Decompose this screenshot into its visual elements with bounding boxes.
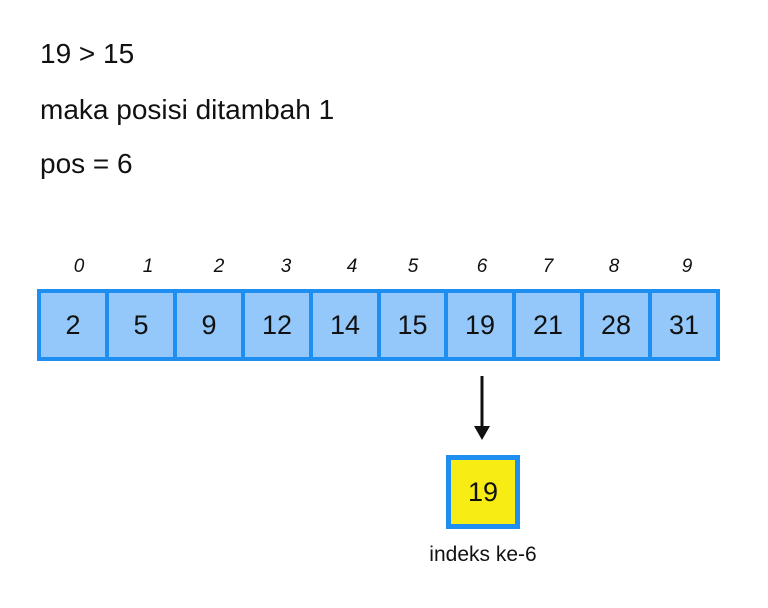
arrow-down-icon <box>474 376 490 440</box>
index-label: 5 <box>407 256 419 277</box>
index-label: 8 <box>608 256 620 277</box>
array-cell: 2 <box>41 293 105 357</box>
index-label: 9 <box>681 256 693 277</box>
index-label: 4 <box>346 256 358 277</box>
index-label: 0 <box>73 256 85 277</box>
array-cell: 12 <box>245 293 309 357</box>
array-cell: 9 <box>177 293 241 357</box>
index-label: 7 <box>542 256 554 277</box>
array-cell: 31 <box>652 293 716 357</box>
comparison-text: 19 > 15 <box>40 38 135 69</box>
index-label: 6 <box>476 256 488 277</box>
index-label: 1 <box>142 256 154 277</box>
array-cell: 15 <box>381 293 444 357</box>
array-cell: 19 <box>448 293 512 357</box>
index-labels: 0 1 2 3 4 5 6 7 8 9 <box>38 256 720 278</box>
index-label: 2 <box>213 256 225 277</box>
array-container: 2 5 9 12 14 15 19 21 28 31 <box>37 289 720 361</box>
result-box: 19 <box>446 455 520 529</box>
array-cell: 21 <box>516 293 580 357</box>
array-cell: 5 <box>109 293 173 357</box>
array-cell: 28 <box>584 293 648 357</box>
result-value: 19 <box>451 460 515 524</box>
message-text: maka posisi ditambah 1 <box>40 94 335 125</box>
array-cell: 14 <box>313 293 377 357</box>
index-label: 3 <box>280 256 292 277</box>
result-caption: indeks ke-6 <box>429 543 537 566</box>
position-text: pos = 6 <box>40 148 133 179</box>
